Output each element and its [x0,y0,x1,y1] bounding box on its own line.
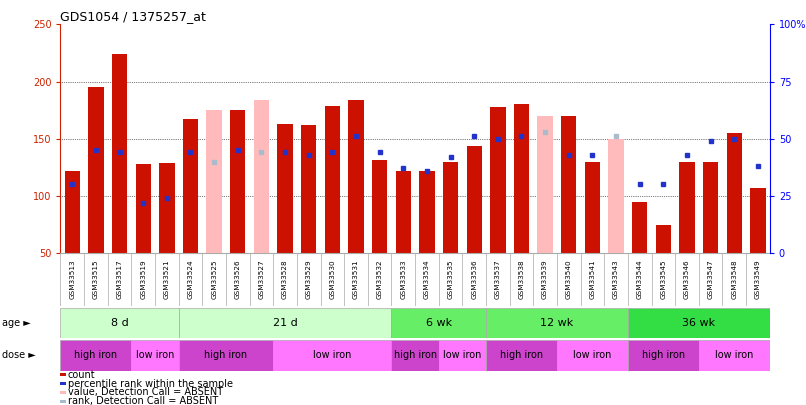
Text: GSM33548: GSM33548 [731,260,737,299]
Text: value, Detection Call = ABSENT: value, Detection Call = ABSENT [68,388,222,397]
Text: 6 wk: 6 wk [426,318,452,328]
Bar [277,124,293,253]
Text: GSM33536: GSM33536 [472,260,477,299]
Text: GSM33517: GSM33517 [117,260,123,299]
Bar [490,107,505,253]
Bar [438,340,486,371]
Bar [372,160,388,253]
Text: GSM33546: GSM33546 [684,260,690,299]
Bar [726,133,742,253]
Bar [632,202,647,253]
Text: GSM33519: GSM33519 [140,260,146,299]
Bar [513,104,530,253]
Bar [325,106,340,253]
Bar [419,171,434,253]
Text: low iron: low iron [314,350,351,360]
Text: GSM33513: GSM33513 [69,260,75,299]
Bar [538,116,553,253]
Text: GSM33515: GSM33515 [93,260,99,299]
Bar [392,308,486,338]
Text: GSM33538: GSM33538 [518,260,525,299]
Bar [159,163,175,253]
Text: GSM33521: GSM33521 [164,260,170,299]
Text: high iron: high iron [500,350,543,360]
Text: GSM33525: GSM33525 [211,260,217,299]
Text: GSM33532: GSM33532 [376,260,383,299]
Text: GSM33545: GSM33545 [660,260,667,299]
Bar [179,308,392,338]
Bar [467,145,482,253]
Bar [584,162,600,253]
Text: low iron: low iron [136,350,174,360]
Bar [179,340,273,371]
Bar [561,116,576,253]
Bar [699,340,770,371]
Text: GSM33529: GSM33529 [305,260,312,299]
Text: 21 d: 21 d [272,318,297,328]
Text: GSM33547: GSM33547 [708,260,713,299]
Text: 36 wk: 36 wk [682,318,716,328]
Text: GSM33530: GSM33530 [330,260,335,299]
Bar [60,308,179,338]
Text: percentile rank within the sample: percentile rank within the sample [68,379,233,388]
Bar [655,224,671,253]
Text: low iron: low iron [573,350,612,360]
Bar [486,308,628,338]
Text: low iron: low iron [715,350,754,360]
Bar [230,110,246,253]
Text: high iron: high iron [205,350,247,360]
Bar [442,162,459,253]
Bar [679,162,695,253]
Text: rank, Detection Call = ABSENT: rank, Detection Call = ABSENT [68,396,218,405]
Bar [392,340,438,371]
Bar [254,100,269,253]
Bar [750,188,766,253]
Bar [609,139,624,253]
Text: GSM33541: GSM33541 [589,260,596,299]
Text: count: count [68,370,95,379]
Bar [206,110,222,253]
Text: GSM33535: GSM33535 [447,260,454,299]
Text: high iron: high iron [74,350,118,360]
Text: GSM33539: GSM33539 [542,260,548,299]
Text: GSM33526: GSM33526 [235,260,241,299]
Text: GSM33534: GSM33534 [424,260,430,299]
Text: age ►: age ► [2,318,31,328]
Bar [88,87,104,253]
Bar [628,340,699,371]
Text: GSM33540: GSM33540 [566,260,571,299]
Text: GSM33549: GSM33549 [755,260,761,299]
Text: GSM33524: GSM33524 [188,260,193,299]
Text: GSM33544: GSM33544 [637,260,642,299]
Text: GSM33528: GSM33528 [282,260,288,299]
Text: 8 d: 8 d [110,318,128,328]
Bar [301,125,317,253]
Text: GSM33527: GSM33527 [259,260,264,299]
Bar [703,162,718,253]
Bar [557,340,628,371]
Text: GSM33533: GSM33533 [401,260,406,299]
Text: GSM33537: GSM33537 [495,260,501,299]
Text: low iron: low iron [443,350,481,360]
Bar [131,340,179,371]
Bar [628,308,770,338]
Bar [135,164,151,253]
Bar [348,100,364,253]
Bar [486,340,557,371]
Text: GSM33531: GSM33531 [353,260,359,299]
Text: 12 wk: 12 wk [540,318,574,328]
Bar [183,119,198,253]
Bar [112,54,127,253]
Text: dose ►: dose ► [2,350,36,360]
Text: high iron: high iron [642,350,685,360]
Bar [60,340,131,371]
Bar [396,171,411,253]
Bar [64,171,80,253]
Text: high iron: high iron [393,350,437,360]
Text: GSM33543: GSM33543 [613,260,619,299]
Text: GDS1054 / 1375257_at: GDS1054 / 1375257_at [60,10,206,23]
Bar [273,340,392,371]
